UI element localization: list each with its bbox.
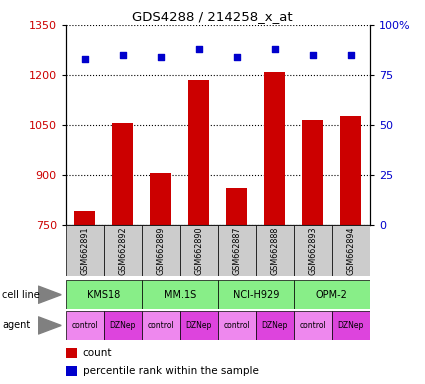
- Text: GSM662894: GSM662894: [346, 226, 355, 275]
- Text: GSM662888: GSM662888: [270, 227, 279, 275]
- Bar: [294, 280, 370, 309]
- Bar: [66, 311, 104, 340]
- Text: agent: agent: [2, 320, 30, 331]
- Bar: [66, 280, 142, 309]
- Text: GSM662892: GSM662892: [118, 226, 127, 275]
- Bar: [332, 225, 370, 276]
- Text: GSM662887: GSM662887: [232, 226, 241, 275]
- Text: GSM662890: GSM662890: [194, 226, 203, 275]
- Bar: [180, 225, 218, 276]
- Bar: [294, 311, 332, 340]
- Text: DZNep: DZNep: [186, 321, 212, 330]
- Text: GDS4288 / 214258_x_at: GDS4288 / 214258_x_at: [132, 10, 293, 23]
- Text: control: control: [224, 321, 250, 330]
- Bar: [218, 311, 256, 340]
- Text: GSM662893: GSM662893: [308, 226, 317, 275]
- Polygon shape: [38, 317, 61, 334]
- Text: NCI-H929: NCI-H929: [232, 290, 279, 300]
- Bar: [66, 225, 104, 276]
- Text: DZNep: DZNep: [262, 321, 288, 330]
- Point: [347, 52, 354, 58]
- Bar: [180, 311, 218, 340]
- Point: [82, 56, 88, 62]
- Bar: [256, 225, 294, 276]
- Text: MM.1S: MM.1S: [164, 290, 196, 300]
- Bar: [264, 71, 285, 225]
- Bar: [302, 120, 323, 225]
- Bar: [227, 188, 247, 225]
- Bar: [188, 80, 209, 225]
- Point: [196, 46, 202, 52]
- Text: DZNep: DZNep: [110, 321, 136, 330]
- Point: [309, 52, 316, 58]
- Text: percentile rank within the sample: percentile rank within the sample: [82, 366, 258, 376]
- Text: GSM662891: GSM662891: [80, 226, 89, 275]
- Bar: [66, 348, 77, 358]
- Bar: [74, 211, 95, 225]
- Text: KMS18: KMS18: [87, 290, 120, 300]
- Polygon shape: [38, 286, 61, 303]
- Point: [157, 54, 164, 60]
- Text: count: count: [82, 348, 112, 358]
- Text: cell line: cell line: [2, 290, 40, 300]
- Bar: [340, 116, 361, 225]
- Bar: [142, 311, 180, 340]
- Bar: [104, 311, 142, 340]
- Text: GSM662889: GSM662889: [156, 226, 165, 275]
- Point: [272, 46, 278, 52]
- Text: DZNep: DZNep: [337, 321, 364, 330]
- Bar: [112, 123, 133, 225]
- Text: OPM-2: OPM-2: [316, 290, 348, 300]
- Point: [119, 52, 126, 58]
- Text: control: control: [299, 321, 326, 330]
- Point: [233, 54, 240, 60]
- Text: control: control: [71, 321, 98, 330]
- Bar: [218, 225, 256, 276]
- Bar: [218, 280, 294, 309]
- Bar: [332, 311, 370, 340]
- Bar: [104, 225, 142, 276]
- Bar: [256, 311, 294, 340]
- Bar: [142, 280, 218, 309]
- Text: control: control: [147, 321, 174, 330]
- Bar: [294, 225, 332, 276]
- Bar: [150, 173, 171, 225]
- Bar: [66, 366, 77, 376]
- Bar: [142, 225, 180, 276]
